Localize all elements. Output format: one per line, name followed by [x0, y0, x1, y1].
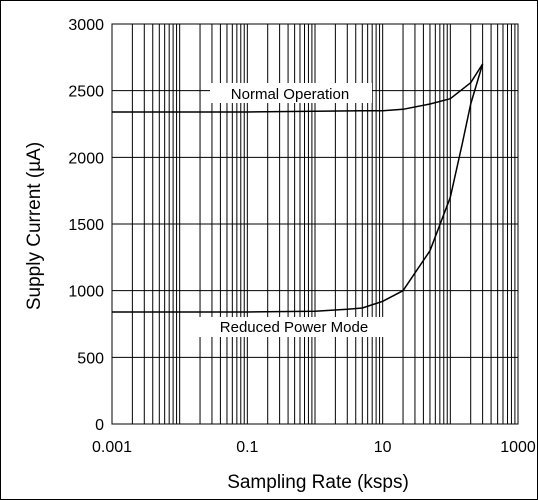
x-axis-label: Sampling Rate (ksps): [227, 472, 409, 493]
plot-area-frame: [111, 23, 519, 425]
y-tick-label: 1000: [68, 284, 104, 301]
y-tick-label: 2500: [68, 84, 104, 101]
y-tick-label: 0: [95, 417, 104, 434]
y-tick-label: 2000: [68, 150, 104, 167]
x-tick-label: 0.001: [92, 439, 132, 456]
series-group: [112, 63, 484, 313]
annotation-bg-reduced: [197, 317, 393, 337]
annotation-normal-operation: Normal Operation: [231, 86, 349, 103]
y-tick-label: 3000: [68, 17, 104, 34]
series-line-reduced-power-mode: [112, 63, 484, 313]
y-axis-label: Supply Current (µA): [24, 142, 45, 310]
annotation-bg-normal: [210, 83, 372, 103]
series-line-normal-operation: [112, 63, 484, 113]
x-tick-label: 1000: [500, 439, 536, 456]
x-tick-label: 10: [374, 439, 392, 456]
x-tick-label: 0.1: [236, 439, 258, 456]
y-tick-label: 1500: [68, 217, 104, 234]
tick-labels: 0 500 1000 1500 2000 2500 3000 0.001 0.1 10 1000: [68, 17, 535, 456]
annotation-reduced-power-mode: Reduced Power Mode: [220, 319, 368, 336]
y-tick-label: 500: [77, 350, 104, 367]
